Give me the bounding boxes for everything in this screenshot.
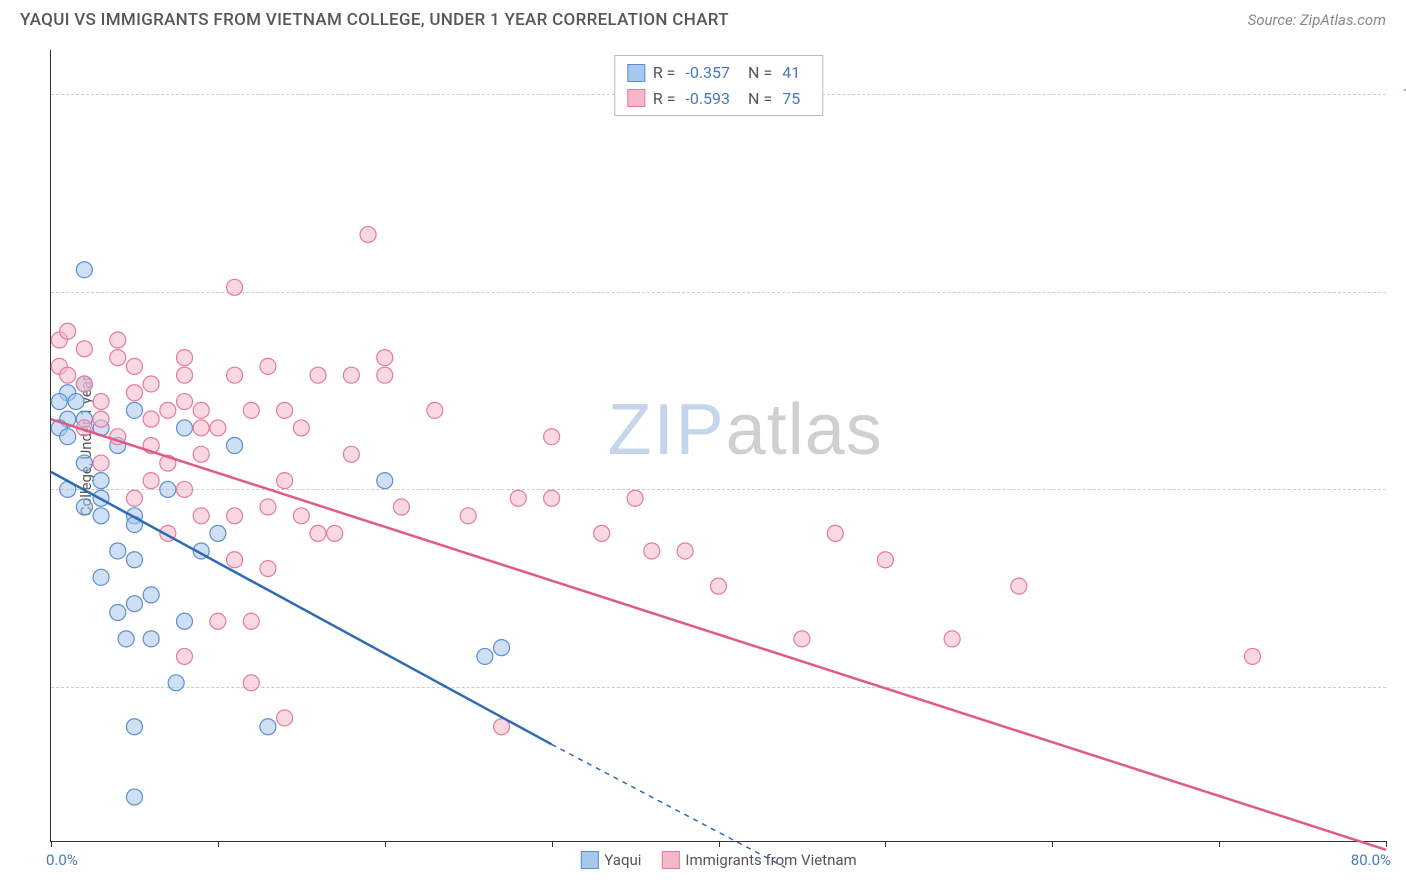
- legend-r-label: R =: [653, 60, 676, 86]
- series-swatch-0: [580, 851, 598, 869]
- legend-swatch-1: [627, 89, 645, 107]
- series-legend-item-0: Yaqui: [580, 851, 641, 869]
- series-label-1: Immigrants from Vietnam: [685, 851, 856, 869]
- legend-r-0: -0.357: [685, 60, 730, 86]
- header-bar: YAQUI VS IMMIGRANTS FROM VIETNAM COLLEGE…: [0, 0, 1406, 30]
- legend-n-0: 41: [782, 60, 800, 86]
- legend-r-1: -0.593: [685, 86, 730, 112]
- legend-n-1: 75: [782, 86, 800, 112]
- legend-row-1: R = -0.593 N = 75: [627, 86, 810, 112]
- correlation-legend: R = -0.357 N = 41 R = -0.593 N = 75: [614, 55, 823, 116]
- series-label-0: Yaqui: [604, 851, 641, 869]
- legend-r-label: R =: [653, 86, 676, 112]
- series-legend: Yaqui Immigrants from Vietnam: [580, 851, 856, 869]
- legend-swatch-0: [627, 64, 645, 82]
- legend-n-label: N =: [748, 60, 772, 86]
- chart-title: YAQUI VS IMMIGRANTS FROM VIETNAM COLLEGE…: [20, 10, 729, 30]
- series-swatch-1: [661, 851, 679, 869]
- plot-svg: [51, 50, 1386, 841]
- legend-row-0: R = -0.357 N = 41: [627, 60, 810, 86]
- x-label-min: 0.0%: [46, 851, 78, 869]
- legend-n-label: N =: [748, 86, 772, 112]
- chart-area: College, Under 1 year ZIPatlas R = -0.35…: [50, 50, 1386, 842]
- x-label-max: 80.0%: [1351, 851, 1391, 869]
- series-legend-item-1: Immigrants from Vietnam: [661, 851, 856, 869]
- source-label: Source: ZipAtlas.com: [1248, 11, 1386, 29]
